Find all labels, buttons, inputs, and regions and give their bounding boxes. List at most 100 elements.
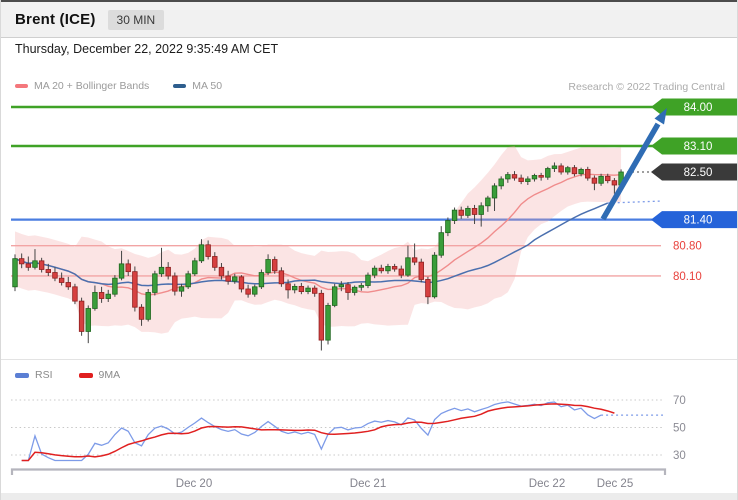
candle-down <box>605 175 611 182</box>
candle-up <box>531 175 538 180</box>
rsi-9ma-line <box>21 403 615 462</box>
candle-down <box>411 257 418 263</box>
candle-down <box>471 207 478 215</box>
ma50-legend-label: MA 50 <box>192 80 223 92</box>
candle-down <box>298 285 305 292</box>
price-badge-label-82.50: 82.50 <box>684 167 713 179</box>
rsi-legend-label: RSI <box>35 369 53 381</box>
candle-up <box>32 260 38 268</box>
candle-up <box>152 273 158 293</box>
bollinger-band-area <box>15 145 622 334</box>
candle-up <box>105 293 111 299</box>
candle-down <box>205 244 211 257</box>
header: Brent (ICE) 30 MIN <box>1 2 737 37</box>
candle-down <box>38 260 45 270</box>
candle-down <box>18 258 25 265</box>
candle-down <box>225 275 231 282</box>
candle-up <box>485 197 491 207</box>
candle-up <box>465 207 471 216</box>
candle-down <box>585 168 591 179</box>
candle-down <box>345 284 351 293</box>
candle-down <box>72 286 78 302</box>
candle-down <box>378 267 384 272</box>
candle-up <box>365 274 371 286</box>
candle-down <box>98 292 105 299</box>
candle-down <box>125 263 131 273</box>
price-badge-83.10 <box>651 137 737 155</box>
candle-up <box>305 287 311 292</box>
bullish-arrow <box>600 122 661 221</box>
price-badge-82.50 <box>651 163 737 181</box>
candle-down <box>165 266 171 277</box>
candle-down <box>425 279 431 298</box>
candle-up <box>358 285 365 288</box>
candle-up <box>451 209 458 221</box>
rsi-9ma-legend-label: 9MA <box>98 369 121 381</box>
candle-down <box>238 276 245 290</box>
candle-up <box>351 286 358 293</box>
candle-up <box>252 286 258 295</box>
ma20-bollinger-legend-swatch <box>15 84 28 88</box>
candle-up <box>545 168 551 178</box>
price-level-label-80.10: 80.10 <box>673 271 702 283</box>
candle-up <box>338 284 345 288</box>
candle-down <box>52 272 58 279</box>
candle-up <box>145 292 151 320</box>
candle-down <box>78 300 85 332</box>
candles-group <box>12 162 624 351</box>
candle-down <box>538 175 544 178</box>
candle-down <box>272 259 278 272</box>
candle-down <box>418 261 424 280</box>
candle-up <box>118 263 125 279</box>
window-top-border <box>1 0 737 2</box>
price-badge-label-84.00: 84.00 <box>684 102 713 114</box>
candle-up <box>445 220 451 234</box>
candle-down <box>311 287 318 294</box>
candle-down <box>511 174 518 179</box>
candle-up <box>92 292 98 309</box>
candle-down <box>611 180 618 186</box>
rsi-tick-70: 70 <box>673 395 686 407</box>
candle-up <box>331 286 338 306</box>
candle-down <box>591 177 598 184</box>
time-scrollbar[interactable] <box>10 468 667 476</box>
candle-down <box>172 275 178 292</box>
candle-up <box>258 272 265 288</box>
time-label-Dec-22: Dec 22 <box>529 478 565 490</box>
ma50-projection-dotted <box>607 200 662 204</box>
time-label-Dec-21: Dec 21 <box>350 478 386 490</box>
rsi-legend: RSI 9MA <box>15 369 120 381</box>
rsi-line <box>21 401 602 462</box>
candle-up <box>192 260 198 275</box>
candle-down <box>458 209 464 216</box>
candle-up <box>498 178 504 187</box>
main-chart-legend: MA 20 + Bollinger Bands MA 50 <box>15 80 222 92</box>
candle-down <box>278 270 285 285</box>
header-divider <box>1 37 737 38</box>
candle-up <box>112 277 118 295</box>
rsi-tick-30: 30 <box>673 450 686 462</box>
candle-down <box>132 271 138 308</box>
candle-down <box>218 266 225 277</box>
candle-up <box>198 244 205 262</box>
candle-up <box>265 259 271 273</box>
candle-down <box>398 268 404 276</box>
price-badge-label-83.10: 83.10 <box>684 141 713 153</box>
candle-up <box>385 266 391 272</box>
candle-up <box>185 273 191 288</box>
window-bottom-strip <box>1 493 737 500</box>
candle-up <box>12 258 18 288</box>
rsi-legend-swatch <box>15 372 29 378</box>
price-badge-label-81.40: 81.40 <box>684 215 713 227</box>
candle-down <box>391 266 398 270</box>
bullish-arrow-head <box>654 108 667 125</box>
timeframe-badge[interactable]: 30 MIN <box>107 9 165 30</box>
candle-up <box>158 266 165 275</box>
instrument-title: Brent (ICE) <box>15 11 96 28</box>
candle-up <box>292 285 298 291</box>
candle-down <box>318 292 325 341</box>
copyright-credit: Research © 2022 Trading Central <box>568 81 725 93</box>
rsi-tick-50: 50 <box>673 423 686 435</box>
